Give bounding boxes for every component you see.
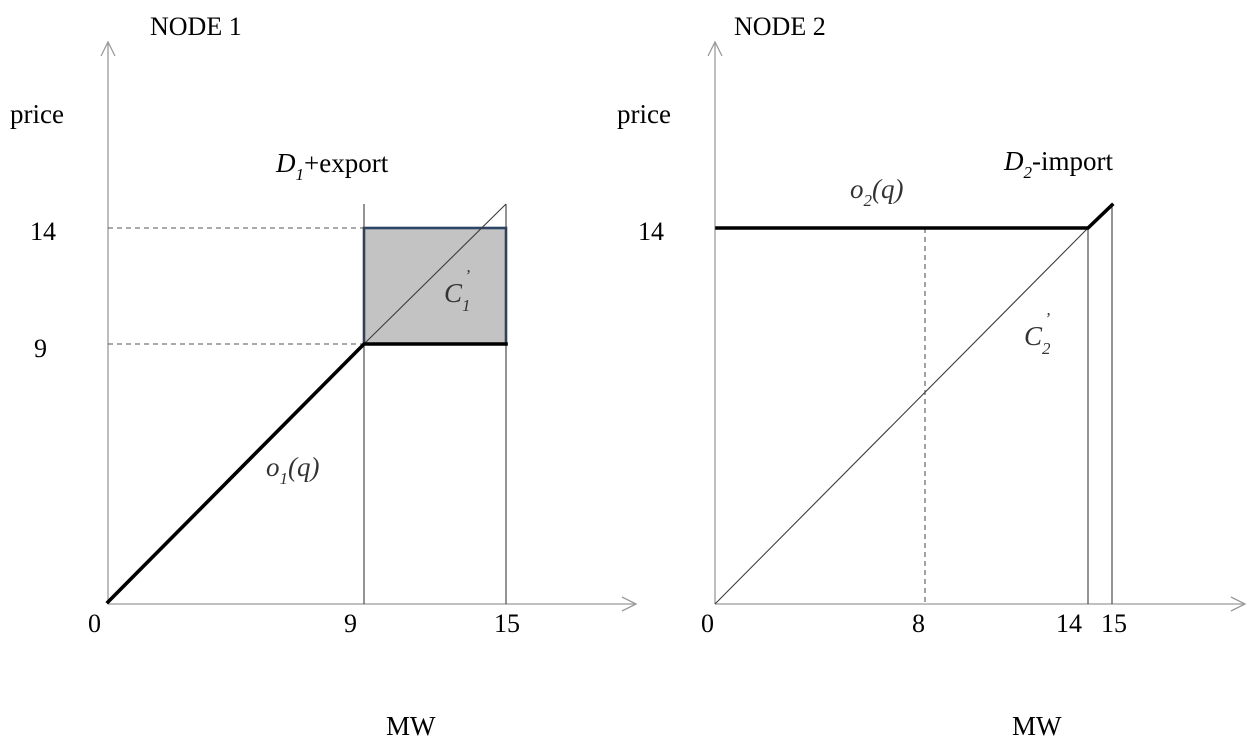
node1-offer-label: o1(q) <box>266 452 319 488</box>
node2-demand-label: D2-import <box>1003 146 1113 182</box>
node2-x-label: MW <box>1012 711 1062 741</box>
node1-offer-curve <box>105 342 508 605</box>
node1-panel: NODE 1 price MW 14 9 0 9 15 D1+export C1… <box>10 12 638 741</box>
node2-x-axis-arrow <box>1230 596 1247 612</box>
node1-cost-diagonal <box>363 203 507 345</box>
node1-x-label: MW <box>386 711 436 741</box>
node2-x-tick-0: 0 <box>701 609 714 638</box>
node2-offer-label: o2(q) <box>850 174 903 210</box>
node2-y-tick-14: 14 <box>638 217 664 246</box>
node2-offer-curve <box>715 202 1115 230</box>
node1-x-tick-15: 15 <box>494 609 520 638</box>
node2-cost-diagonal <box>714 227 1089 605</box>
node2-panel: NODE 2 price MW 14 0 8 14 15 D2-import o… <box>617 12 1247 741</box>
node1-y-axis-arrow <box>100 40 116 57</box>
node1-shaded-area <box>362 226 508 346</box>
node2-x-tick-8: 8 <box>912 609 925 638</box>
node1-y-tick-9: 9 <box>34 334 47 363</box>
node2-x-tick-14: 14 <box>1056 609 1082 638</box>
node2-x-tick-15: 15 <box>1101 609 1127 638</box>
node1-x-tick-9: 9 <box>344 609 357 638</box>
node2-y-axis-arrow <box>707 40 723 57</box>
node1-area-label: C1’ <box>444 266 471 315</box>
node1-y-label: price <box>10 99 64 129</box>
node2-area-label: C2’ <box>1024 309 1051 358</box>
node1-title: NODE 1 <box>150 12 242 41</box>
node1-demand-label: D1+export <box>275 148 389 184</box>
node2-title: NODE 2 <box>734 12 826 41</box>
node1-y-tick-14: 14 <box>30 217 56 246</box>
node1-x-axis-arrow <box>621 596 638 612</box>
node1-x-tick-0: 0 <box>88 609 101 638</box>
node2-y-label: price <box>617 99 671 129</box>
